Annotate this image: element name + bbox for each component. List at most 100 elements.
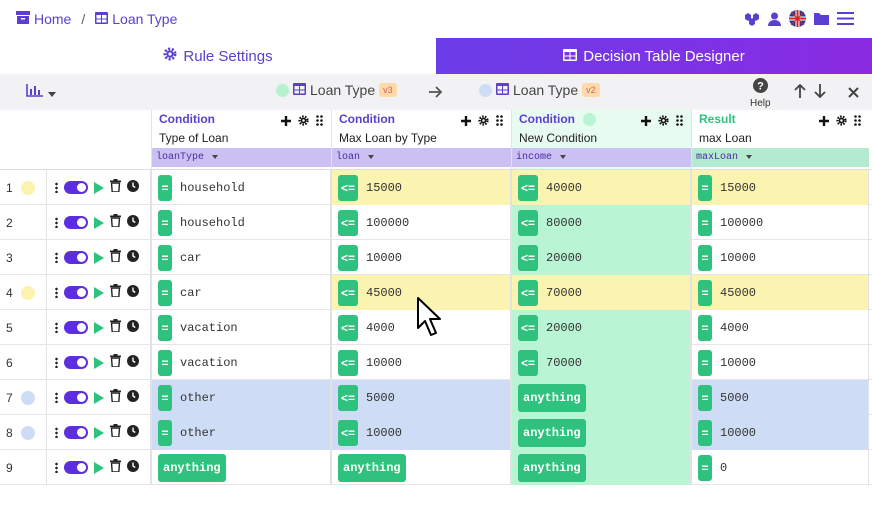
table-row[interactable]: 4 = car <= 45000 <= 70000 = 45000 xyxy=(0,275,872,310)
operator-badge[interactable]: <= xyxy=(338,209,358,236)
drag-handle-icon[interactable] xyxy=(55,287,58,298)
table-cell-loanType[interactable]: = other xyxy=(151,380,331,415)
table-cell-maxLoan[interactable]: = 10000 xyxy=(691,415,869,450)
grip-icon[interactable] xyxy=(854,113,861,131)
row-enabled-toggle[interactable] xyxy=(64,286,88,299)
drag-handle-icon[interactable] xyxy=(55,427,58,438)
operator-badge[interactable]: = xyxy=(698,244,712,271)
table-cell-income[interactable]: anything xyxy=(511,415,691,450)
table-cell-loanType[interactable]: = vacation xyxy=(151,345,331,380)
table-cell-maxLoan[interactable]: = 100000 xyxy=(691,205,869,240)
row-enabled-toggle[interactable] xyxy=(64,356,88,369)
close-icon[interactable] xyxy=(848,85,859,103)
plus-icon[interactable] xyxy=(281,113,291,131)
table-cell-income[interactable]: <= 20000 xyxy=(511,310,691,345)
operator-badge[interactable]: <= xyxy=(338,384,358,411)
trash-icon[interactable] xyxy=(110,423,121,442)
table-cell-maxLoan[interactable]: = 4000 xyxy=(691,310,869,345)
table-row[interactable]: 9 anything anything anything = 0 xyxy=(0,450,872,485)
operator-badge[interactable]: <= xyxy=(518,174,538,201)
operator-badge[interactable]: = xyxy=(158,279,172,306)
table-cell-loan[interactable]: <= 10000 xyxy=(331,415,511,450)
column-field-select[interactable]: maxLoan xyxy=(692,148,869,167)
row-enabled-toggle[interactable] xyxy=(64,321,88,334)
operator-badge[interactable]: = xyxy=(158,209,172,236)
operator-badge[interactable]: <= xyxy=(338,314,358,341)
play-icon[interactable] xyxy=(94,391,104,404)
operator-badge[interactable]: = xyxy=(698,314,712,341)
play-icon[interactable] xyxy=(94,216,104,229)
arrow-up-icon[interactable] xyxy=(794,83,806,103)
clock-icon[interactable] xyxy=(127,284,139,302)
tab-rule-settings[interactable]: Rule Settings xyxy=(0,38,436,74)
table-cell-loan[interactable]: anything xyxy=(331,450,511,485)
column-field-select[interactable]: loanType xyxy=(152,148,331,167)
operator-badge[interactable]: <= xyxy=(338,279,358,306)
operator-badge[interactable]: = xyxy=(698,384,712,411)
table-cell-income[interactable]: <= 70000 xyxy=(511,275,691,310)
operator-badge[interactable]: = xyxy=(158,314,172,341)
row-enabled-toggle[interactable] xyxy=(64,181,88,194)
trash-icon[interactable] xyxy=(110,283,121,302)
grip-icon[interactable] xyxy=(316,113,323,131)
play-icon[interactable] xyxy=(94,251,104,264)
plus-icon[interactable] xyxy=(461,113,471,131)
user-icon[interactable] xyxy=(768,12,781,31)
gear-icon[interactable] xyxy=(658,113,669,131)
operator-badge[interactable]: = xyxy=(698,419,712,446)
table-row[interactable]: 7 = other <= 5000 anything = 5000 xyxy=(0,380,872,415)
operator-badge[interactable]: <= xyxy=(518,209,538,236)
drag-handle-icon[interactable] xyxy=(55,322,58,333)
table-cell-income[interactable]: <= 80000 xyxy=(511,205,691,240)
table-row[interactable]: 6 = vacation <= 10000 <= 70000 = 10000 xyxy=(0,345,872,380)
table-cell-loanType[interactable]: anything xyxy=(151,450,331,485)
grip-icon[interactable] xyxy=(496,113,503,131)
right-table-pill[interactable]: Loan Type v2 xyxy=(479,82,600,98)
cubes-icon[interactable] xyxy=(744,12,760,31)
table-cell-loan[interactable]: <= 10000 xyxy=(331,240,511,275)
table-cell-maxLoan[interactable]: = 10000 xyxy=(691,345,869,380)
tab-decision-table-designer[interactable]: Decision Table Designer xyxy=(436,38,872,74)
help-button[interactable]: ? Help xyxy=(750,78,771,109)
gear-icon[interactable] xyxy=(836,113,847,131)
drag-handle-icon[interactable] xyxy=(55,357,58,368)
breadcrumb-current[interactable]: Loan Type xyxy=(112,11,178,27)
play-icon[interactable] xyxy=(94,181,104,194)
operator-badge[interactable]: = xyxy=(698,279,712,306)
trash-icon[interactable] xyxy=(110,318,121,337)
play-icon[interactable] xyxy=(94,286,104,299)
clock-icon[interactable] xyxy=(127,354,139,372)
play-icon[interactable] xyxy=(94,461,104,474)
row-enabled-toggle[interactable] xyxy=(64,391,88,404)
operator-badge[interactable]: = xyxy=(158,244,172,271)
play-icon[interactable] xyxy=(94,426,104,439)
operator-badge[interactable]: = xyxy=(698,454,712,481)
clock-icon[interactable] xyxy=(127,319,139,337)
folder-icon[interactable] xyxy=(814,12,829,30)
row-enabled-toggle[interactable] xyxy=(64,251,88,264)
operator-badge[interactable]: <= xyxy=(338,419,358,446)
operator-badge[interactable]: <= xyxy=(518,244,538,271)
row-enabled-toggle[interactable] xyxy=(64,461,88,474)
operator-badge[interactable]: <= xyxy=(518,349,538,376)
table-cell-loanType[interactable]: = household xyxy=(151,170,331,205)
left-table-pill[interactable]: Loan Type v3 xyxy=(276,82,397,98)
operator-badge[interactable]: = xyxy=(698,349,712,376)
hamburger-menu-icon[interactable] xyxy=(837,12,854,30)
operator-badge[interactable]: = xyxy=(158,349,172,376)
table-row[interactable]: 1 = household <= 15000 <= 40000 = 15000 xyxy=(0,170,872,205)
column-field-select[interactable]: loan xyxy=(332,148,511,167)
operator-badge[interactable]: <= xyxy=(338,244,358,271)
table-cell-loanType[interactable]: = vacation xyxy=(151,310,331,345)
table-row[interactable]: 5 = vacation <= 4000 <= 20000 = 4000 xyxy=(0,310,872,345)
plus-icon[interactable] xyxy=(819,113,829,131)
trash-icon[interactable] xyxy=(110,388,121,407)
clock-icon[interactable] xyxy=(127,389,139,407)
chart-dropdown[interactable] xyxy=(26,84,56,102)
clock-icon[interactable] xyxy=(127,424,139,442)
table-cell-loan[interactable]: <= 4000 xyxy=(331,310,511,345)
table-cell-income[interactable]: <= 70000 xyxy=(511,345,691,380)
column-name[interactable]: Max Loan by Type xyxy=(339,131,437,145)
trash-icon[interactable] xyxy=(110,178,121,197)
table-cell-maxLoan[interactable]: = 5000 xyxy=(691,380,869,415)
